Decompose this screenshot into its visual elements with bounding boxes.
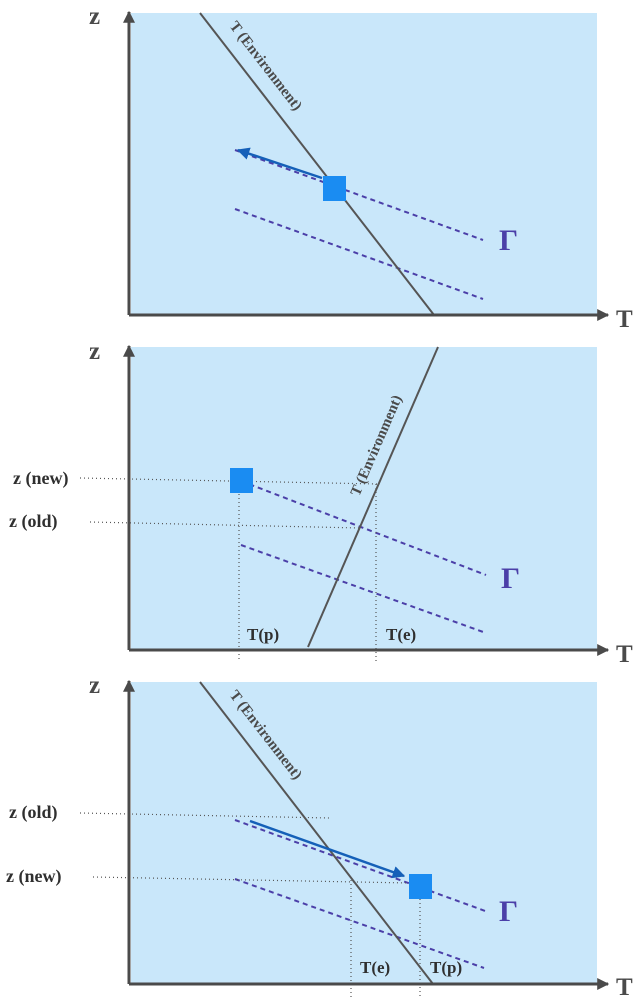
- gamma-adiabat-lower: [234, 208, 484, 300]
- air-parcel: [230, 468, 253, 493]
- z-new-label: z (new): [13, 468, 68, 489]
- gamma-adiabat-upper: [240, 480, 487, 576]
- panel-background: [131, 347, 597, 650]
- z-new-label: z (new): [6, 866, 61, 887]
- z-axis-label: z: [89, 3, 100, 30]
- parcel-motion-arrow: [249, 819, 406, 879]
- panel-bottom: T (Environment) Γ z (old) z (new) T(e) T…: [6, 672, 633, 999]
- t-axis-label: T: [616, 974, 633, 999]
- gamma-label: Γ: [501, 562, 520, 595]
- z-axis-label: z: [89, 338, 100, 365]
- environment-line: [199, 681, 434, 985]
- te-label: T(e): [386, 625, 416, 644]
- panel-background: [131, 13, 597, 315]
- z-old-guide: [79, 812, 331, 819]
- environment-line: [307, 346, 439, 648]
- panel-top: T (Environment) Γ z T: [89, 3, 633, 333]
- gamma-label: Γ: [499, 895, 518, 928]
- gamma-adiabat-upper: [234, 149, 484, 241]
- air-parcel: [409, 874, 432, 899]
- z-old-label: z (old): [9, 511, 58, 532]
- t-axis-label: T: [616, 306, 633, 333]
- t-axis-label: T: [616, 641, 633, 668]
- te-label: T(e): [360, 958, 390, 977]
- z-axis-label: z: [89, 672, 100, 699]
- z-new-guide: [79, 477, 379, 485]
- z-new-guide: [92, 876, 411, 884]
- tp-label: T(p): [430, 958, 462, 977]
- tp-label: T(p): [247, 625, 279, 644]
- parcel-motion-arrow: [236, 147, 323, 180]
- z-old-label: z (old): [9, 802, 58, 823]
- gamma-adiabat-lower: [234, 878, 485, 969]
- gamma-adiabat-lower: [240, 544, 487, 634]
- gamma-label: Γ: [499, 224, 518, 257]
- panel-background: [131, 682, 597, 984]
- panel-middle: T (Environment) Γ z (new) z (old) T(p) T…: [9, 338, 633, 668]
- air-parcel: [323, 176, 346, 201]
- environment-line: [199, 12, 435, 316]
